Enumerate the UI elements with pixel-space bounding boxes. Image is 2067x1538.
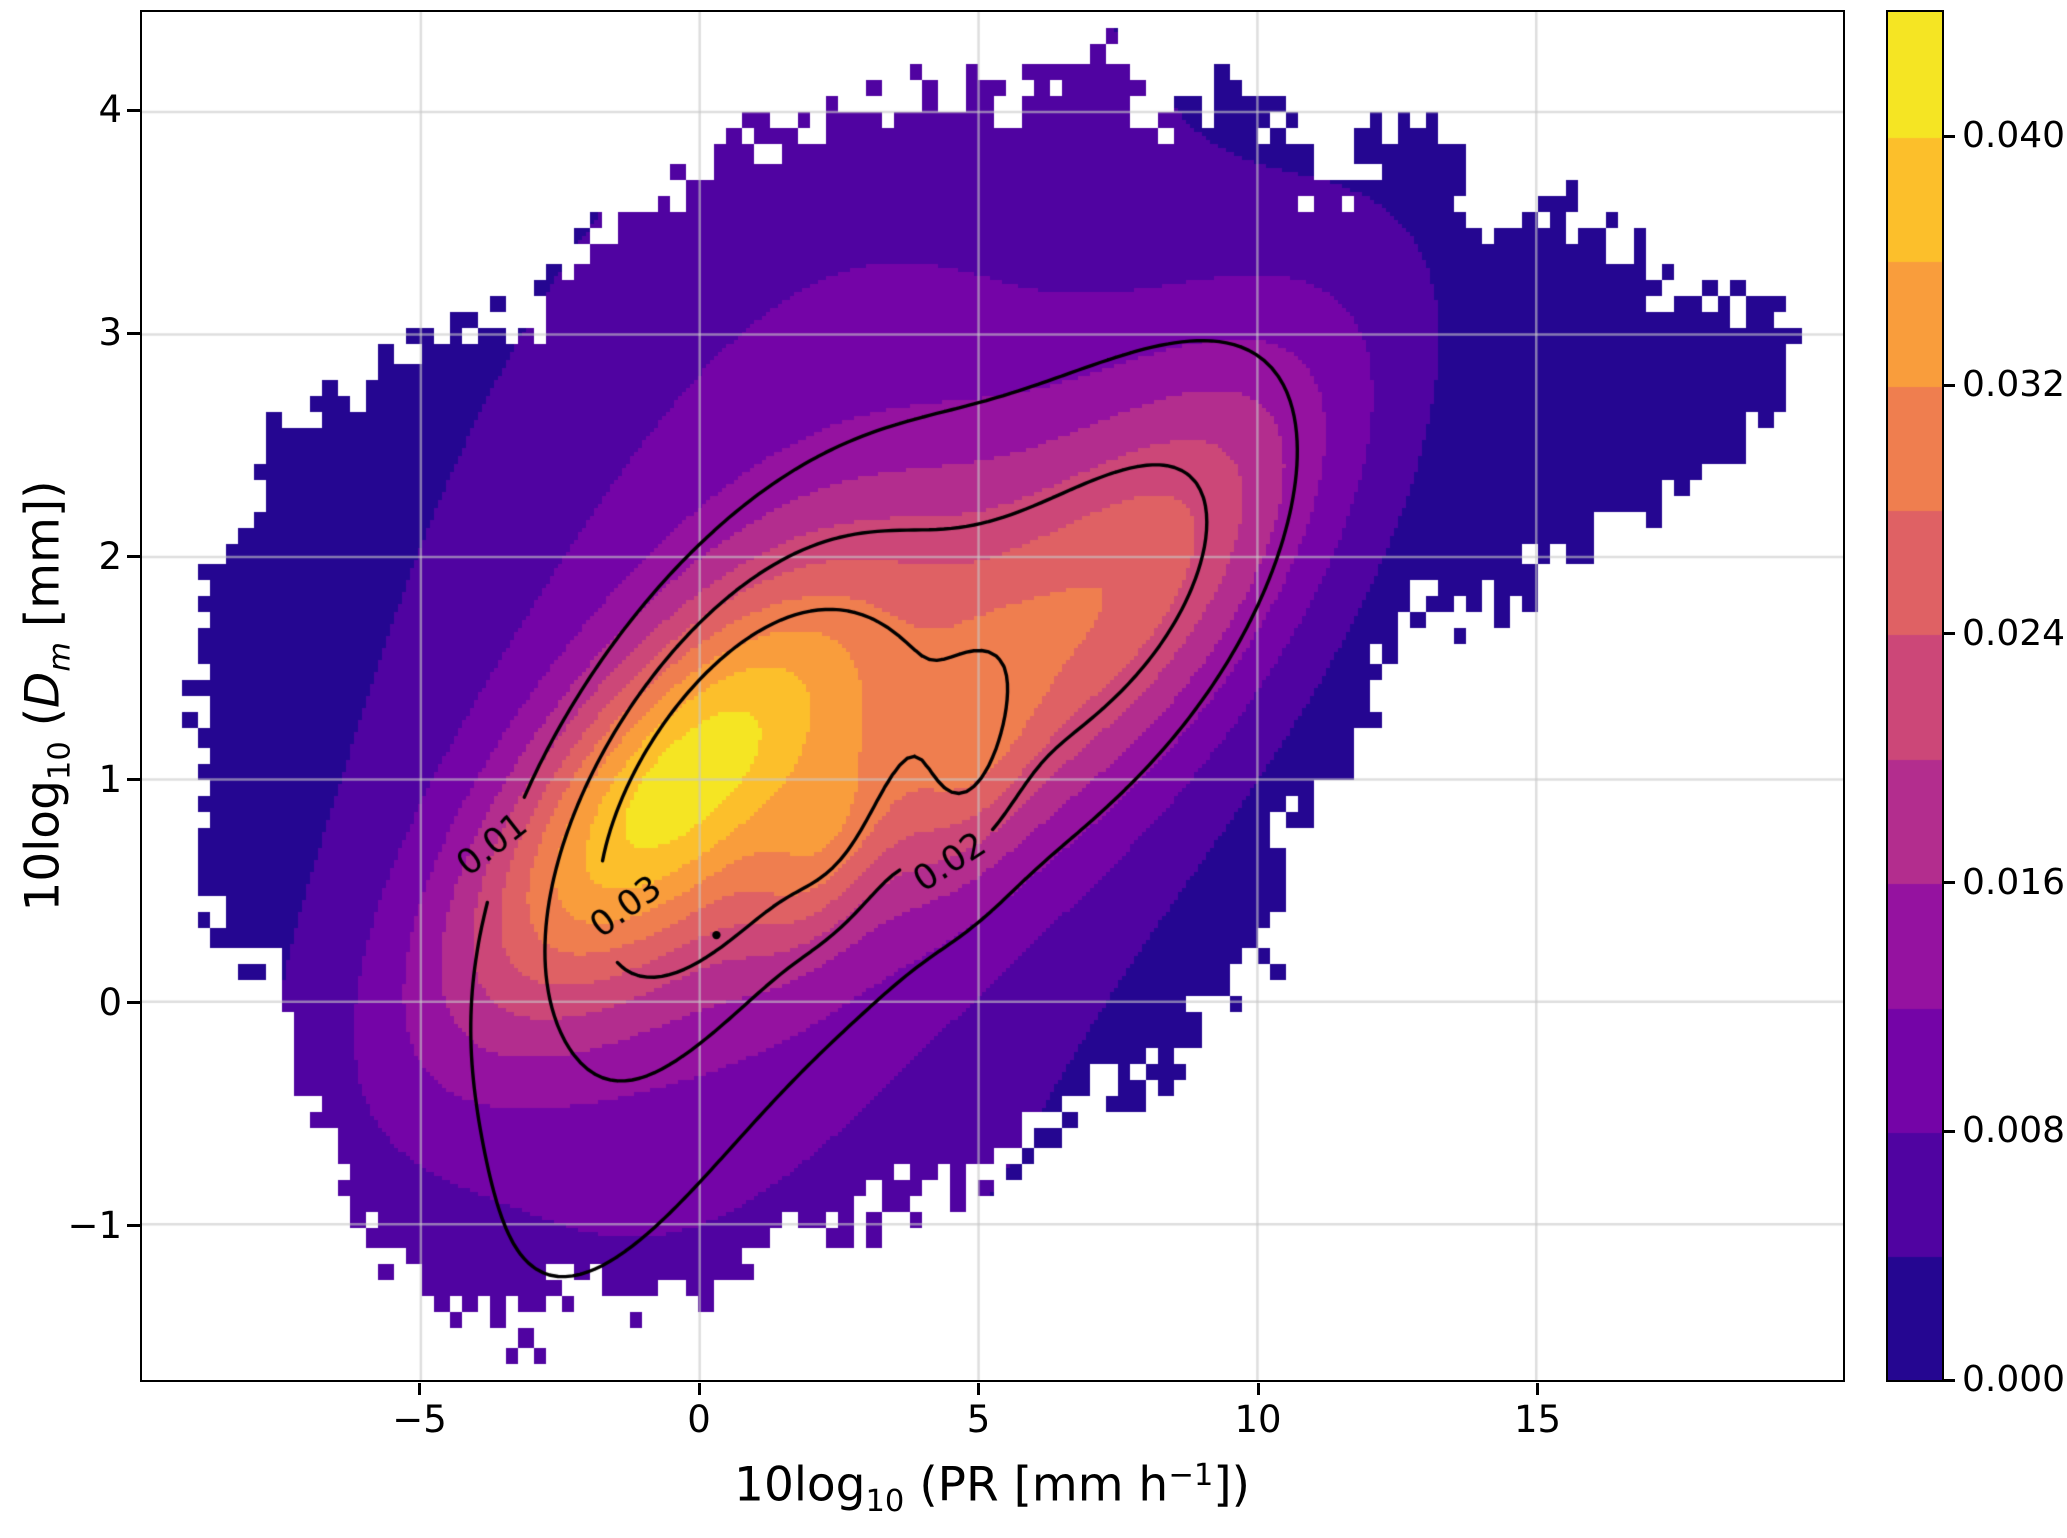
colorbar-tick-label: 0.000 bbox=[1962, 1359, 2066, 1400]
colorbar-tick-mark bbox=[1944, 632, 1955, 636]
label-part: (PR [mm h bbox=[904, 1457, 1169, 1513]
y-tick-label: −1 bbox=[67, 1203, 122, 1247]
colorbar-tick-mark bbox=[1944, 1129, 1955, 1133]
label-part: ]) bbox=[1213, 1457, 1250, 1513]
y-tick-mark bbox=[127, 778, 140, 782]
y-tick-mark bbox=[127, 1001, 140, 1005]
colorbar bbox=[1886, 10, 1944, 1382]
x-tick-label: 15 bbox=[1513, 1398, 1562, 1441]
x-tick-mark bbox=[697, 1383, 701, 1395]
colorbar-tick-label: 0.032 bbox=[1962, 364, 2066, 406]
colorbar-tick-mark bbox=[1944, 1378, 1955, 1382]
x-tick-label: 5 bbox=[966, 1398, 991, 1441]
colorbar-tick-mark bbox=[1944, 383, 1955, 387]
y-tick-label: 0 bbox=[98, 980, 122, 1024]
y-tick-label: 3 bbox=[98, 311, 122, 355]
density-plot-canvas bbox=[142, 12, 1843, 1380]
y-tick-label: 2 bbox=[98, 534, 122, 578]
x-tick-label: 0 bbox=[687, 1398, 711, 1441]
x-tick-mark bbox=[977, 1383, 981, 1395]
x-tick-mark bbox=[418, 1383, 421, 1395]
plot-area bbox=[140, 10, 1845, 1382]
y-tick-mark bbox=[127, 555, 140, 559]
label-part: 10log bbox=[734, 1457, 866, 1513]
colorbar-tick-label: 0.024 bbox=[1962, 612, 2066, 654]
colorbar-tick-label: 0.016 bbox=[1962, 861, 2066, 903]
colorbar-tick-mark bbox=[1944, 881, 1955, 885]
y-tick-mark bbox=[127, 331, 140, 335]
label-part: D bbox=[15, 671, 71, 708]
x-tick-label: −5 bbox=[392, 1398, 447, 1441]
label-part: ( bbox=[15, 707, 71, 742]
colorbar-tick-label: 0.008 bbox=[1962, 1110, 2066, 1152]
x-tick-label: 10 bbox=[1234, 1398, 1282, 1441]
label-part: −1 bbox=[1168, 1458, 1214, 1493]
colorbar-gradient bbox=[1888, 12, 1942, 1380]
x-tick-mark bbox=[1536, 1383, 1540, 1395]
y-tick-label: 4 bbox=[98, 88, 122, 132]
y-tick-label: 1 bbox=[98, 757, 122, 801]
label-part: m bbox=[42, 641, 78, 672]
colorbar-tick-mark bbox=[1944, 134, 1955, 138]
y-tick-mark bbox=[127, 1224, 140, 1228]
x-tick-mark bbox=[1256, 1383, 1260, 1395]
label-part: 10 bbox=[865, 1483, 905, 1519]
colorbar-tick-label: 0.040 bbox=[1962, 115, 2066, 157]
x-axis-label: 10log10 (PR [mm h−1]) bbox=[734, 1448, 1250, 1530]
y-tick-mark bbox=[127, 108, 140, 112]
